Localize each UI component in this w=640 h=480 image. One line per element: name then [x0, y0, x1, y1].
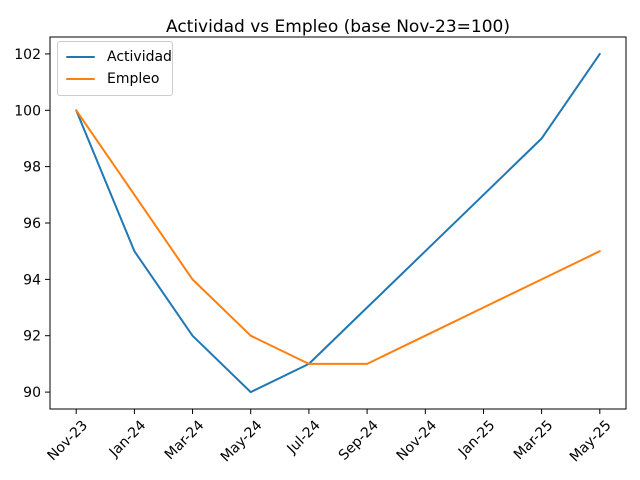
series-line-actividad	[75, 52, 601, 394]
x-tick-label: Sep-24	[336, 417, 382, 463]
x-tick-label: Mar-24	[162, 417, 208, 463]
x-tick-label: May-25	[567, 418, 615, 466]
x-tick-label: Jul-24	[284, 417, 324, 457]
y-tick-label: 94	[23, 272, 41, 288]
y-tick-label: 92	[23, 329, 41, 345]
y-tick-label: 96	[23, 216, 41, 232]
y-tick-label: 102	[14, 47, 41, 63]
x-tick-label: Nov-24	[394, 417, 441, 464]
legend-line-swatch-actividad	[66, 56, 95, 58]
y-tick-label: 98	[23, 160, 41, 176]
legend-label-actividad: Actividad	[107, 49, 172, 65]
x-tick-label: Nov-23	[44, 418, 91, 465]
x-tick-label: Mar-25	[511, 418, 557, 464]
x-tick-label: May-24	[218, 417, 266, 465]
legend-entry-empleo: Empleo	[66, 70, 164, 88]
y-tick-label: 100	[14, 103, 41, 119]
x-tick-label: Jan-25	[455, 418, 498, 461]
legend-line-swatch-empleo	[66, 78, 95, 80]
legend-label-empleo: Empleo	[107, 71, 160, 87]
legend-entry-actividad: Actividad	[66, 48, 172, 66]
legend: Actividad Empleo	[57, 41, 173, 96]
series-line-empleo	[75, 109, 601, 365]
y-tick-label: 90	[23, 385, 41, 401]
x-tick-label: Jan-24	[106, 417, 150, 461]
chart-title: Actividad vs Empleo (base Nov-23=100)	[165, 17, 511, 37]
